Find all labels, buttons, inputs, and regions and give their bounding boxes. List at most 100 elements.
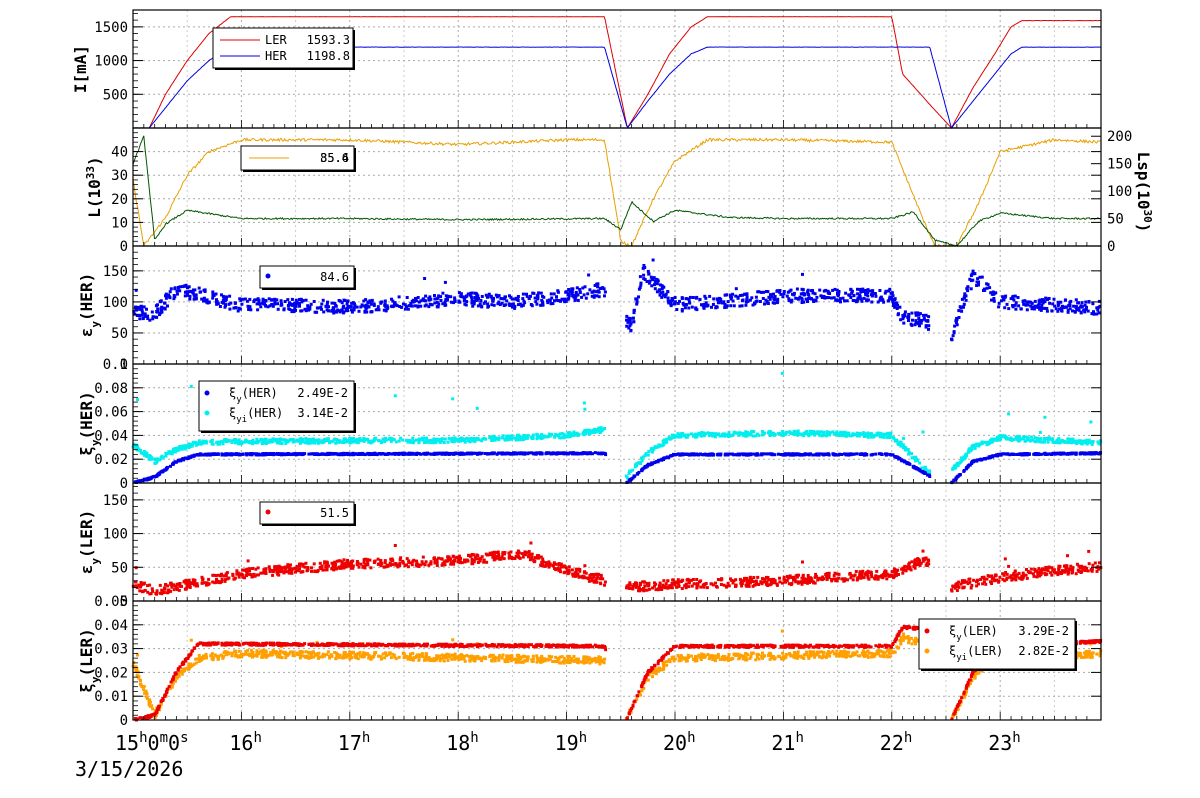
data-point — [435, 297, 439, 301]
data-point — [200, 442, 204, 446]
data-point — [1074, 572, 1078, 576]
data-point — [261, 297, 265, 301]
data-point — [843, 452, 846, 456]
data-point — [702, 585, 706, 589]
data-point — [1039, 440, 1043, 444]
data-point — [809, 577, 813, 581]
data-point — [151, 317, 155, 321]
data-point — [734, 578, 738, 582]
data-point — [149, 457, 153, 461]
data-point — [437, 294, 441, 298]
data-point — [1005, 452, 1009, 456]
data-point — [810, 297, 813, 301]
data-point — [953, 464, 957, 468]
data-point — [155, 457, 159, 461]
data-point — [323, 568, 327, 572]
data-point — [670, 299, 674, 303]
data-point — [1074, 305, 1078, 308]
data-point — [1086, 440, 1090, 444]
data-point — [711, 303, 715, 306]
data-point — [298, 564, 301, 568]
data-point — [213, 581, 217, 585]
data-point — [703, 294, 707, 298]
data-point — [164, 292, 168, 296]
data-point — [280, 442, 284, 445]
data-point — [316, 306, 320, 310]
data-point — [806, 300, 809, 303]
data-point — [139, 583, 143, 587]
data-point — [262, 439, 266, 443]
data-point — [315, 438, 319, 442]
data-point — [156, 473, 160, 476]
data-point — [405, 452, 409, 456]
data-point — [273, 299, 277, 303]
data-point — [582, 293, 586, 297]
data-point — [902, 321, 906, 325]
data-point — [824, 288, 828, 292]
data-point — [446, 440, 450, 444]
data-point — [852, 452, 856, 456]
data-point — [307, 452, 311, 456]
data-point — [691, 453, 695, 457]
data-point — [251, 567, 255, 570]
data-point — [1036, 439, 1040, 443]
data-point — [806, 292, 810, 296]
data-point — [583, 407, 587, 411]
data-point — [383, 561, 387, 565]
data-point — [241, 575, 245, 579]
data-point — [1032, 452, 1036, 456]
data-point — [183, 294, 187, 298]
data-point — [603, 427, 607, 430]
data-point — [549, 292, 553, 296]
data-point — [462, 438, 466, 442]
data-point — [819, 294, 823, 298]
data-point — [851, 299, 855, 302]
data-point — [838, 297, 842, 301]
data-point — [972, 443, 976, 447]
data-point — [450, 439, 454, 443]
data-point — [601, 427, 605, 431]
data-point — [750, 577, 754, 581]
data-point — [383, 437, 387, 441]
data-point — [1016, 436, 1019, 440]
data-point — [570, 292, 574, 296]
data-point — [1008, 575, 1012, 579]
data-point — [825, 296, 829, 300]
data-point — [1080, 305, 1084, 309]
data-point — [486, 553, 489, 557]
data-point — [858, 574, 862, 578]
data-point — [457, 554, 461, 558]
data-point — [352, 437, 355, 440]
data-point — [1025, 568, 1028, 571]
data-point — [146, 314, 150, 318]
data-point — [532, 291, 536, 295]
data-point — [194, 297, 198, 301]
data-point — [145, 307, 148, 311]
data-point — [407, 559, 411, 563]
data-point — [1090, 312, 1094, 316]
data-point — [1087, 300, 1091, 304]
data-point — [479, 298, 483, 302]
data-point — [910, 452, 913, 456]
data-point — [629, 322, 633, 326]
data-point — [132, 445, 136, 449]
data-point — [471, 304, 475, 308]
data-point — [629, 328, 633, 332]
data-point — [965, 454, 968, 458]
data-point — [351, 301, 355, 305]
data-point — [294, 308, 297, 312]
data-point — [362, 299, 366, 303]
data-point — [866, 431, 870, 435]
data-point — [286, 298, 290, 302]
data-point — [651, 258, 655, 262]
data-point — [543, 564, 547, 568]
data-point — [970, 272, 974, 276]
data-point — [260, 442, 264, 446]
data-point — [197, 286, 201, 290]
data-point — [850, 289, 854, 293]
data-point — [551, 451, 555, 455]
data-point — [1048, 301, 1052, 305]
data-point — [239, 298, 243, 302]
data-point — [486, 295, 489, 299]
data-point — [723, 432, 727, 436]
